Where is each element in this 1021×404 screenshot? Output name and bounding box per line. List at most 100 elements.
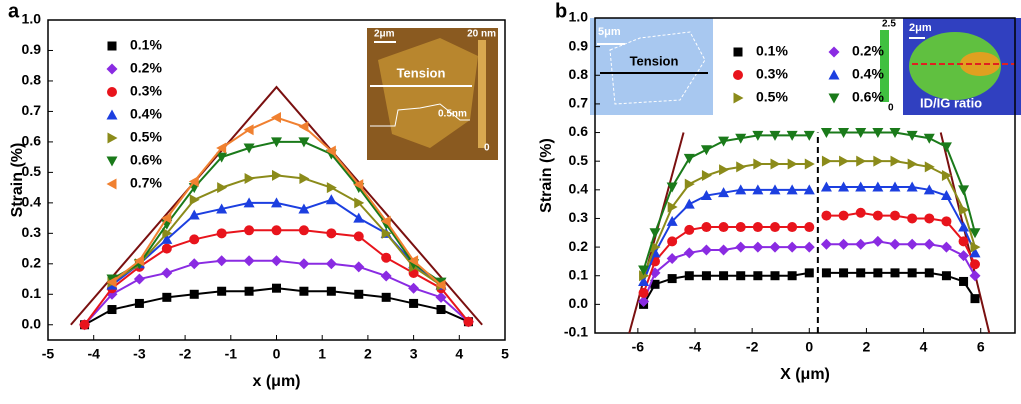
- marker: [700, 244, 712, 256]
- tension-label: Tension: [630, 53, 679, 68]
- marker: [970, 294, 980, 304]
- legend-marker: [106, 109, 118, 120]
- marker: [188, 258, 200, 270]
- marker: [803, 184, 815, 195]
- marker: [941, 170, 952, 181]
- legend-label: 0.2%: [130, 60, 162, 76]
- x-tick-label: -4: [87, 346, 100, 362]
- marker: [243, 143, 255, 154]
- marker: [820, 181, 832, 192]
- marker: [380, 270, 392, 282]
- marker: [889, 128, 901, 139]
- tension-label: Tension: [397, 65, 446, 80]
- marker: [923, 238, 935, 250]
- marker: [638, 275, 650, 286]
- x-tick-label: -6: [632, 339, 645, 355]
- marker: [243, 197, 255, 208]
- marker: [787, 271, 797, 281]
- legend-label: 0.5%: [756, 89, 788, 105]
- marker: [189, 289, 199, 299]
- marker: [969, 270, 981, 282]
- marker: [217, 286, 227, 296]
- marker: [718, 222, 729, 233]
- optical-inset: 5μm Tension: [590, 18, 713, 115]
- colorbar-max: 20 nm: [467, 29, 496, 40]
- marker: [188, 209, 200, 220]
- marker: [718, 136, 730, 147]
- y-tick-label: -0.1: [564, 324, 588, 340]
- marker: [923, 133, 935, 144]
- marker: [838, 128, 850, 139]
- plot-frame: [594, 17, 1016, 334]
- marker: [958, 221, 970, 232]
- marker: [271, 225, 282, 236]
- x-tick-label: -4: [689, 339, 702, 355]
- marker: [804, 158, 815, 170]
- y-tick-label: 0.6: [569, 123, 589, 139]
- marker: [243, 255, 255, 267]
- marker: [463, 316, 474, 327]
- marker: [381, 227, 392, 239]
- guide-line: [939, 132, 991, 334]
- marker: [381, 252, 392, 263]
- y-axis-label: Strain (%): [9, 143, 26, 218]
- marker: [325, 145, 336, 157]
- y-tick-label: 0.3: [22, 224, 42, 240]
- marker: [649, 228, 661, 239]
- marker: [719, 164, 730, 176]
- marker: [770, 271, 780, 281]
- legend-marker: [106, 156, 118, 167]
- marker: [736, 161, 747, 173]
- marker: [133, 273, 145, 285]
- y-tick-label: 0.6: [22, 133, 42, 149]
- y-tick-label: 0.7: [22, 102, 42, 118]
- x-tick-label: 2: [364, 346, 372, 362]
- marker: [271, 255, 282, 267]
- marker: [969, 228, 981, 239]
- marker: [872, 235, 884, 247]
- y-tick-label: 0.2: [569, 238, 589, 254]
- map-label: ID/IG ratio: [920, 95, 982, 110]
- guide-line: [70, 85, 483, 326]
- marker: [906, 130, 918, 141]
- marker: [838, 210, 849, 221]
- marker: [161, 233, 173, 244]
- legend-marker: [107, 132, 118, 144]
- legend-marker: [107, 87, 117, 97]
- legend-label: 0.4%: [852, 66, 884, 82]
- legend-marker: [733, 92, 744, 104]
- y-tick-label: 0.5: [569, 152, 589, 168]
- marker: [839, 268, 849, 278]
- y-tick-label: 0.0: [22, 315, 42, 331]
- x-tick-label: 0: [273, 346, 281, 362]
- marker: [820, 128, 832, 139]
- marker: [872, 128, 884, 139]
- marker: [189, 194, 200, 206]
- legend-marker: [828, 69, 840, 80]
- marker: [353, 261, 365, 273]
- marker: [684, 178, 695, 190]
- legend-label: 0.6%: [130, 152, 162, 168]
- colorbar: [478, 40, 486, 148]
- map-region: [909, 32, 1001, 100]
- x-axis-label: X (μm): [780, 366, 830, 383]
- x-tick-label: 5: [501, 346, 509, 362]
- marker: [719, 271, 729, 281]
- marker: [923, 184, 935, 195]
- marker: [216, 228, 227, 239]
- series-line: [642, 185, 976, 282]
- marker: [838, 181, 850, 192]
- colorbar: [880, 30, 889, 102]
- x-tick-label: -3: [133, 346, 146, 362]
- marker: [787, 158, 798, 170]
- colorbar-max: 2.5: [882, 19, 896, 30]
- marker: [353, 231, 364, 242]
- x-tick-label: 4: [455, 346, 463, 362]
- marker: [959, 204, 970, 216]
- marker: [380, 215, 391, 227]
- marker: [873, 268, 883, 278]
- marker: [752, 241, 764, 253]
- raman-inset: 2.5 0 2μm ID/IG ratio: [880, 18, 1021, 115]
- marker: [924, 268, 934, 278]
- marker: [381, 292, 391, 302]
